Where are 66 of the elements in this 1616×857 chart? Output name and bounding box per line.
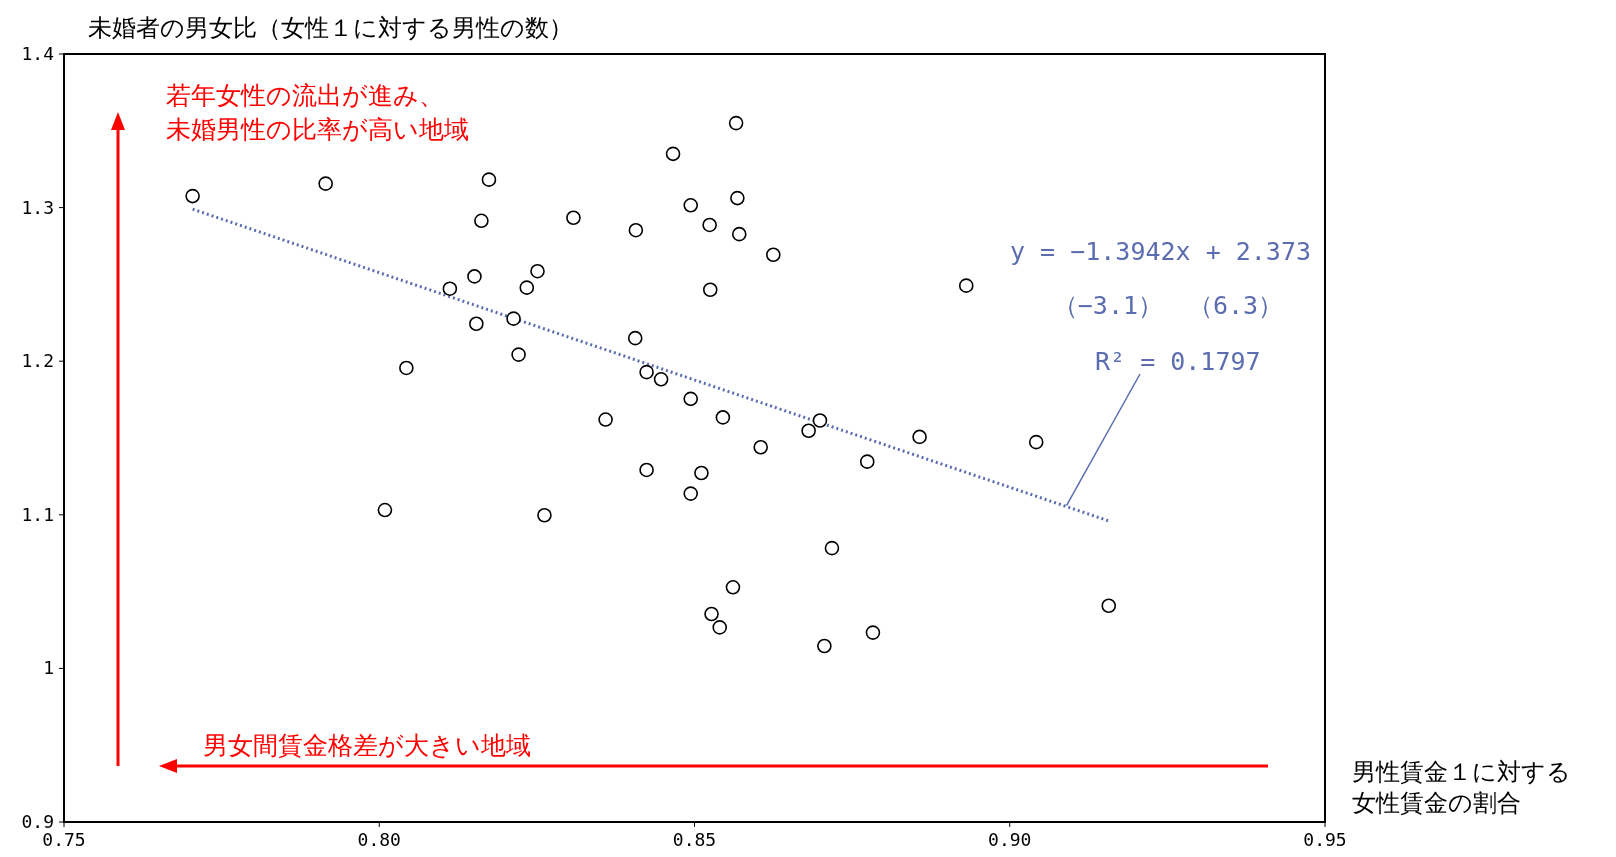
point	[731, 226, 747, 242]
point	[506, 311, 521, 326]
point	[730, 190, 745, 206]
x-tick-label: 0.90	[988, 829, 1032, 850]
annotation: y = −1.3942x + 2.373	[1009, 237, 1311, 266]
point	[694, 465, 709, 481]
point	[725, 580, 741, 595]
point	[912, 429, 927, 445]
point	[639, 364, 654, 380]
point	[481, 172, 497, 187]
y-tick-label: 1.2	[21, 350, 54, 372]
annotation: 未婚男性の比率が高い地域	[166, 115, 469, 144]
point	[683, 486, 699, 501]
point	[1101, 598, 1117, 614]
y-axis-title: 未婚者の男女比（女性１に対する男性の数）	[88, 14, 573, 42]
point	[702, 217, 717, 233]
y-tick-label: 1.4	[21, 43, 54, 64]
point	[653, 372, 669, 387]
point	[817, 638, 832, 654]
point	[665, 146, 681, 162]
point	[712, 620, 728, 635]
point	[702, 282, 718, 298]
y-tick-label: 1.3	[21, 196, 54, 218]
point	[683, 391, 699, 407]
point	[627, 330, 643, 346]
point	[530, 263, 545, 279]
point	[537, 507, 552, 523]
x-tick-label: 0.85	[672, 829, 717, 850]
x-axis-title: 男性賃金１に対する女性賃金の割合	[1352, 757, 1572, 819]
point	[958, 278, 974, 293]
y-tick-label: 1.1	[21, 503, 54, 525]
point	[1028, 434, 1044, 450]
point	[474, 213, 489, 229]
annotation: 若年女性の流出が進み、	[166, 81, 444, 110]
point	[801, 423, 816, 439]
point	[318, 176, 333, 191]
point	[704, 606, 719, 622]
point	[511, 347, 526, 362]
point	[519, 280, 535, 295]
point	[753, 439, 768, 455]
y-tick-label: 0.9	[21, 811, 54, 832]
x-tick-label: 0.95	[1303, 829, 1347, 850]
point	[442, 281, 458, 296]
point	[766, 247, 781, 263]
point	[859, 454, 875, 469]
point	[728, 115, 744, 131]
point	[683, 198, 699, 213]
point	[715, 410, 731, 425]
point	[467, 269, 482, 284]
point	[639, 462, 654, 478]
point	[865, 625, 881, 640]
point	[469, 316, 484, 332]
x-tick-label: 0.80	[357, 829, 401, 850]
point	[399, 360, 414, 376]
point	[824, 540, 840, 556]
point	[628, 222, 644, 238]
annotation: R² = 0.1797	[1095, 347, 1261, 376]
x-tick-label: 0.75	[42, 829, 86, 850]
annotation: 男女間賃金格差が大きい地域	[203, 731, 531, 760]
point	[185, 188, 200, 204]
y-tick-label: 1	[43, 657, 54, 679]
point	[566, 210, 581, 226]
point	[377, 502, 393, 518]
point	[812, 413, 828, 428]
point	[598, 412, 613, 427]
annotation: （−3.1） （6.3）	[1052, 291, 1284, 320]
